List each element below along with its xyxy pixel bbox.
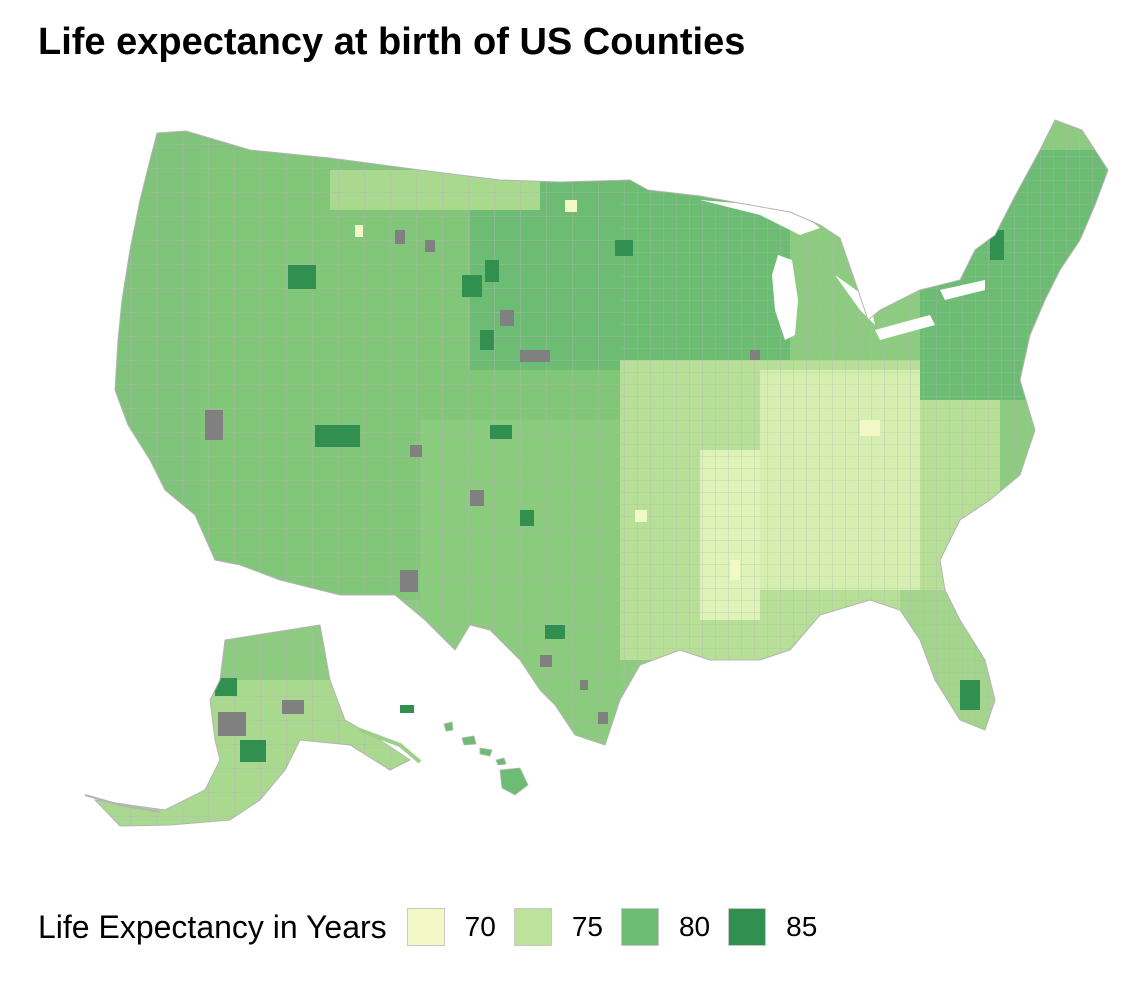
map-title: Life expectancy at birth of US Counties bbox=[38, 21, 746, 63]
legend-swatch-85 bbox=[728, 908, 767, 946]
no-data-counties bbox=[205, 230, 760, 724]
alaska-high bbox=[240, 740, 266, 762]
high-expectancy-counties bbox=[288, 230, 1004, 710]
legend-swatch-75 bbox=[513, 908, 552, 946]
legend-label-70: 70 bbox=[464, 911, 496, 942]
hawaii bbox=[443, 721, 529, 796]
legend-swatch-80 bbox=[620, 908, 659, 946]
alaska-no-data-2 bbox=[282, 700, 304, 714]
legend-item-75: 75 bbox=[513, 905, 603, 949]
legend-swatch-70 bbox=[406, 908, 445, 946]
alaska-high-2 bbox=[215, 678, 237, 696]
us-counties-map-svg bbox=[84, 119, 1109, 827]
contiguous-us bbox=[114, 119, 1109, 746]
legend-item-80: 80 bbox=[620, 905, 711, 949]
legend-item-70: 70 bbox=[406, 905, 496, 949]
legend-label-75: 75 bbox=[571, 911, 603, 942]
legend: Life Expectancy in Years 70 75 80 85 bbox=[38, 905, 835, 949]
choropleth-map bbox=[84, 119, 1109, 827]
legend-item-85: 85 bbox=[728, 905, 817, 949]
alaska-no-data bbox=[218, 712, 246, 736]
legend-title: Life Expectancy in Years bbox=[38, 909, 387, 945]
legend-label-80: 80 bbox=[678, 911, 711, 942]
low-expectancy-counties bbox=[355, 200, 880, 580]
legend-label-85: 85 bbox=[786, 911, 818, 942]
